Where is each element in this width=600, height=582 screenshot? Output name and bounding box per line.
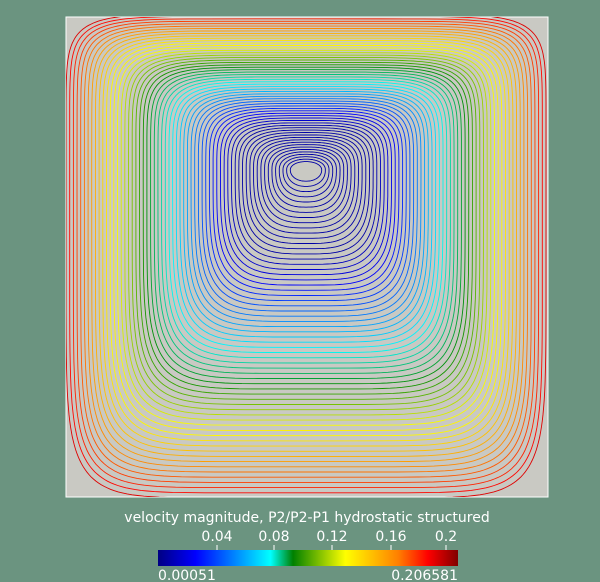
streamline — [106, 40, 506, 442]
streamline — [242, 129, 370, 250]
streamline — [146, 66, 466, 385]
streamline — [183, 90, 429, 333]
colorbar-min-label: 0.00051 — [158, 568, 216, 582]
streamline — [227, 120, 385, 270]
tick-label-012: 0.12 — [316, 529, 347, 545]
tick-label-008: 0.08 — [258, 529, 289, 545]
streamline — [245, 132, 367, 244]
tick-label-004: 0.04 — [201, 529, 232, 545]
streamline — [117, 47, 495, 426]
streamline — [208, 107, 404, 296]
streamline — [194, 98, 418, 317]
colorbar-max-label: 0.206581 — [391, 568, 458, 582]
streamline — [238, 127, 374, 255]
streamline — [150, 69, 462, 379]
streamline — [172, 83, 440, 348]
streamline — [66, 17, 547, 497]
colorbar-tick-labels: 0.04 0.08 0.12 0.16 0.2 — [201, 529, 457, 545]
streamline — [102, 37, 510, 447]
streamline — [128, 54, 484, 411]
streamline — [212, 110, 400, 291]
streamline — [205, 105, 407, 302]
streamline — [124, 52, 488, 416]
streamline — [135, 59, 477, 400]
streamline — [271, 149, 341, 208]
streamline — [216, 112, 396, 286]
streamline — [72, 18, 540, 489]
streamline — [83, 25, 529, 473]
streamline — [76, 20, 536, 483]
streamline — [80, 23, 532, 478]
streamline-group — [66, 17, 547, 497]
tick-label-02: 0.2 — [435, 529, 457, 545]
streamline — [94, 32, 518, 457]
streamline — [220, 115, 392, 281]
streamline — [289, 161, 323, 182]
streamline — [157, 74, 455, 369]
streamline — [109, 42, 503, 437]
streamline — [139, 61, 473, 395]
streamline — [168, 81, 444, 354]
streamline — [69, 17, 543, 494]
streamline — [234, 124, 378, 260]
colorbar-tick-marks — [216, 545, 447, 550]
streamline — [286, 158, 326, 187]
streamline — [175, 86, 437, 343]
streamline — [264, 144, 348, 218]
streamline — [249, 134, 363, 239]
streamline — [113, 45, 499, 431]
streamline — [223, 117, 389, 276]
streamline — [282, 156, 330, 193]
colorbar — [158, 550, 458, 566]
streamline — [197, 100, 415, 312]
streamline — [267, 146, 345, 213]
streamline — [278, 153, 334, 198]
streamline — [131, 57, 481, 405]
streamline — [87, 28, 525, 468]
streamline — [142, 64, 470, 390]
streamline — [179, 88, 433, 338]
legend-title: velocity magnitude, P2/P2-P1 hydrostatic… — [124, 510, 489, 526]
streamline — [120, 49, 492, 421]
streamline — [91, 30, 521, 463]
streamline — [260, 141, 352, 224]
streamline — [190, 95, 422, 322]
streamline — [253, 136, 359, 234]
streamline — [231, 122, 381, 265]
streamline — [161, 76, 451, 364]
streamline — [98, 35, 514, 452]
streamline — [275, 151, 337, 203]
streamline — [164, 78, 448, 359]
tick-label-016: 0.16 — [375, 529, 406, 545]
streamline — [153, 71, 459, 374]
streamline — [256, 139, 356, 229]
streamline — [201, 103, 411, 307]
streamline — [186, 93, 426, 328]
